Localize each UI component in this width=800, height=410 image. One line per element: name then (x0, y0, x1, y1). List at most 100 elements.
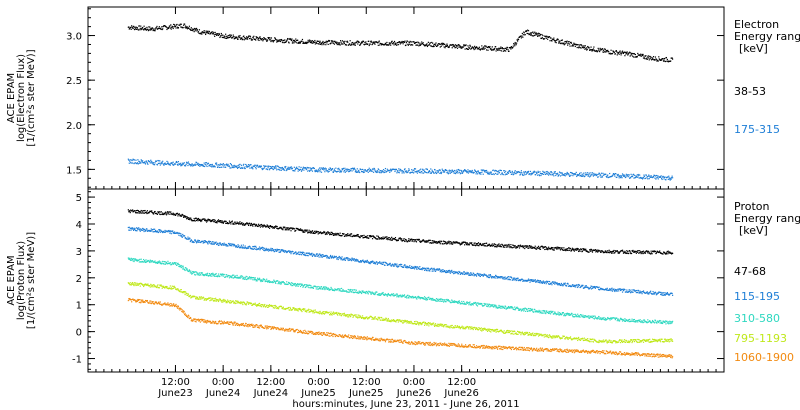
data-point (358, 236, 360, 238)
data-point (179, 235, 181, 237)
data-point (521, 246, 523, 248)
data-point (331, 40, 334, 42)
data-point (616, 250, 618, 252)
data-point (576, 175, 578, 178)
data-point (159, 164, 161, 166)
data-point (195, 27, 198, 30)
data-point (619, 50, 621, 52)
data-point (427, 270, 429, 272)
data-point (448, 46, 450, 48)
data-point (655, 174, 657, 177)
data-point (407, 240, 409, 243)
data-point (344, 171, 346, 173)
data-point (185, 161, 188, 163)
data-point (526, 246, 528, 248)
data-point (264, 225, 266, 227)
data-point (210, 165, 212, 168)
data-point (521, 278, 523, 280)
data-point (355, 169, 357, 172)
data-point (568, 43, 571, 45)
data-point (542, 173, 544, 175)
data-point (641, 55, 643, 57)
data-point (633, 174, 636, 176)
data-point (454, 172, 457, 175)
data-point (138, 259, 140, 261)
data-point (589, 250, 592, 252)
data-point (473, 273, 475, 275)
data-point (489, 48, 491, 50)
data-point (638, 252, 640, 254)
data-point (366, 43, 368, 45)
data-point (539, 171, 541, 173)
data-point (272, 168, 274, 171)
data-point (317, 171, 319, 173)
data-point (622, 250, 624, 253)
data-point (299, 168, 302, 171)
data-point (319, 232, 321, 234)
data-point (365, 236, 367, 238)
data-point (212, 165, 214, 167)
data-point (381, 237, 384, 240)
data-point (339, 44, 341, 46)
data-point (155, 27, 158, 29)
data-point (647, 292, 649, 294)
data-point (438, 169, 440, 171)
data-point (354, 168, 356, 171)
data-point (367, 171, 369, 173)
data-point (479, 242, 481, 245)
data-point (141, 160, 143, 162)
data-point (228, 242, 230, 245)
data-point (192, 241, 194, 243)
data-point (475, 275, 478, 277)
data-point (556, 246, 558, 248)
data-point (248, 166, 250, 168)
data-point (648, 251, 650, 253)
data-point (231, 245, 233, 247)
data-point (376, 261, 378, 263)
data-point (184, 237, 187, 239)
data-point (469, 273, 471, 275)
data-point (474, 170, 476, 172)
data-point (346, 234, 348, 236)
data-point (405, 239, 408, 241)
data-point (167, 27, 170, 30)
data-point (460, 272, 462, 274)
data-point (228, 220, 231, 222)
data-point (285, 165, 287, 168)
data-point (350, 233, 353, 235)
data-point (191, 272, 193, 275)
data-point (195, 28, 197, 30)
data-point (288, 168, 290, 170)
data-point (573, 285, 575, 287)
data-point (593, 172, 595, 175)
data-point (639, 290, 641, 292)
data-point (361, 171, 363, 173)
data-point (254, 248, 256, 250)
data-point (504, 174, 506, 176)
data-point (465, 244, 468, 246)
data-point (304, 167, 306, 169)
data-point (430, 172, 432, 174)
data-point (206, 32, 208, 34)
data-point (186, 26, 188, 28)
data-point (647, 252, 649, 254)
data-point (440, 269, 442, 271)
data-point (478, 245, 480, 247)
data-point (622, 175, 625, 177)
data-point (603, 51, 605, 53)
data-point (474, 45, 476, 47)
data-point (134, 259, 137, 261)
data-point (453, 241, 455, 243)
data-point (328, 232, 330, 234)
data-point (160, 28, 162, 30)
data-point (226, 165, 229, 167)
data-point (509, 279, 512, 281)
data-point (429, 170, 431, 173)
data-point (474, 242, 476, 244)
data-point (310, 40, 312, 42)
data-point (616, 290, 618, 292)
data-point (575, 248, 577, 250)
data-point (234, 221, 236, 223)
data-point (324, 167, 326, 169)
data-point (339, 43, 341, 45)
